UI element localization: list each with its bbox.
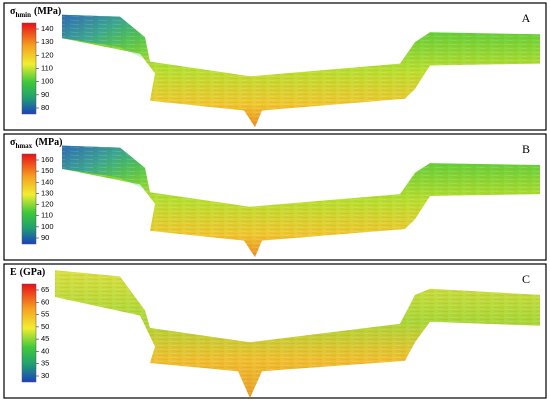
colorbar-tick-label: 120 (41, 200, 54, 209)
colorbar-tick-label: 100 (41, 77, 54, 86)
title-unit: (GPa) (20, 267, 46, 278)
colorbar-tick-label: 160 (41, 155, 54, 164)
colorbar-tick-label: 35 (41, 359, 49, 368)
colorbar-tick-label: 140 (41, 24, 54, 33)
colorbar-tick-label: 55 (41, 310, 49, 319)
model-layers (55, 270, 540, 398)
model-layers (62, 14, 540, 128)
title-unit: (MPa) (35, 137, 62, 148)
colorbar-tick-label: 120 (41, 50, 54, 59)
title-subscript: hmin (15, 11, 31, 19)
title-symbol: σ (10, 6, 16, 17)
colorbar-title: E (GPa) (10, 267, 45, 278)
colorbar-tick-label: 65 (41, 285, 49, 294)
panel-letter: B (522, 142, 530, 156)
panel: σhmin (MPa) A 140 130 120 110 100 90 80 (3, 2, 547, 131)
colorbar-tick-label: 60 (41, 297, 49, 306)
colorbar-tick-label: 90 (41, 233, 49, 242)
colorbar-tick-label: 90 (41, 90, 49, 99)
colorbar-title: σhmin (MPa) (10, 6, 61, 18)
model-layers (62, 145, 540, 258)
panel: σhmax (MPa) B 160 150 140 130 120 110 100 90 (3, 133, 547, 261)
title-symbol: E (10, 267, 17, 278)
panel-letter: C (522, 272, 530, 286)
title-symbol: σ (10, 137, 16, 148)
colorbar-tick-label: 80 (41, 103, 49, 112)
panel: E (GPa) C 65 60 55 50 45 40 35 30 (3, 263, 547, 399)
colorbar-tick-label: 100 (41, 222, 54, 231)
colorbar-tick-label: 140 (41, 177, 54, 186)
colorbar-tick-label: 110 (41, 63, 53, 72)
colorbar-tick-label: 110 (41, 211, 53, 220)
colorbar (21, 22, 37, 115)
colorbar (21, 283, 37, 383)
colorbar-tick-label: 40 (41, 346, 49, 355)
colorbar-tick-label: 130 (41, 37, 54, 46)
title-subscript: hmax (15, 142, 32, 150)
colorbar (21, 153, 37, 245)
title-unit: (MPa) (34, 6, 61, 17)
panel-letter: A (522, 11, 531, 25)
colorbar-tick-label: 50 (41, 322, 49, 331)
colorbar-tick-label: 150 (41, 166, 54, 175)
colorbar-tick-label: 30 (41, 371, 49, 380)
colorbar-tick-label: 130 (41, 188, 54, 197)
colorbar-tick-label: 45 (41, 334, 49, 343)
colorbar-title: σhmax (MPa) (10, 137, 62, 149)
